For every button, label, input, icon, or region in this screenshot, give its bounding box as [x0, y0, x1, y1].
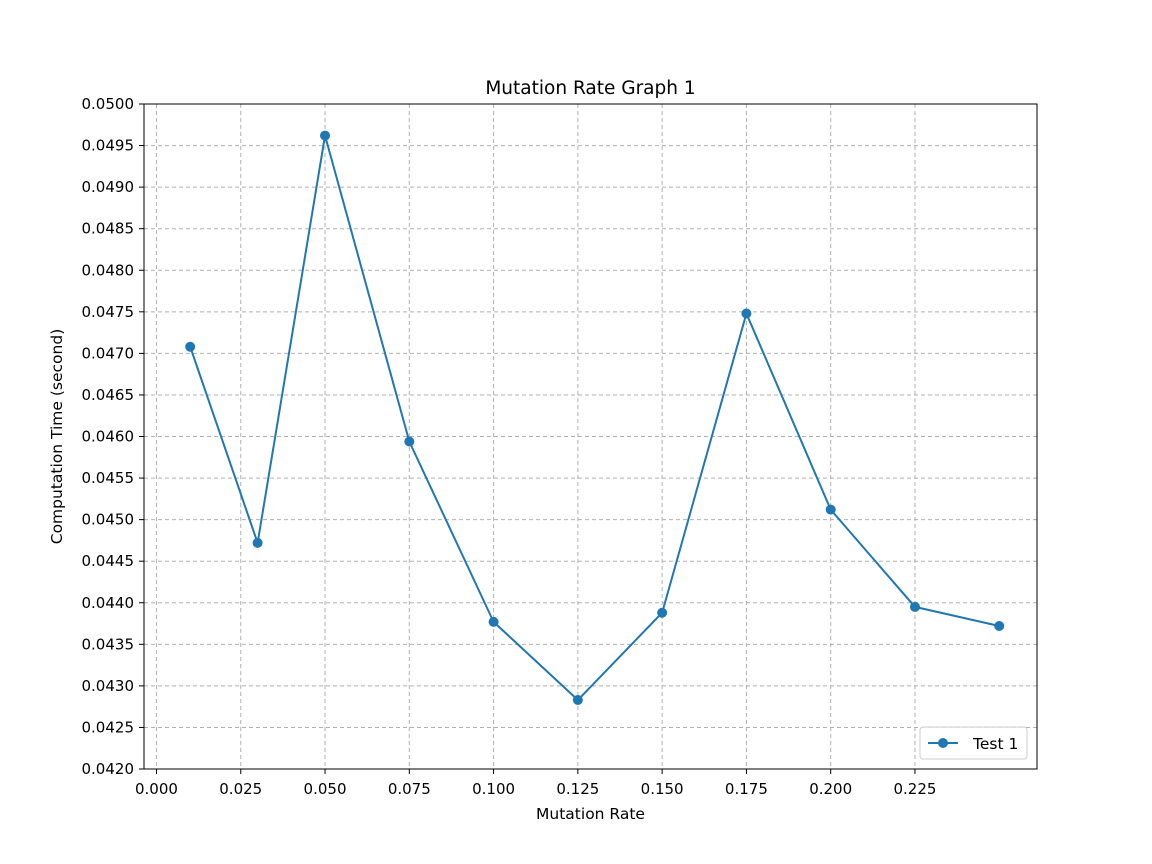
x-tick-label: 0.050 — [304, 780, 347, 798]
y-tick-label: 0.0460 — [82, 428, 135, 446]
y-tick-label: 0.0480 — [82, 261, 135, 279]
data-point — [572, 695, 583, 706]
legend: Test 1 — [919, 726, 1028, 760]
y-axis: 0.0420 0.0425 0.0430 0.0435 0.0440 0.0445 0.04… — [82, 95, 144, 778]
series-layer — [185, 130, 1005, 706]
y-tick-label: 0.0475 — [82, 303, 135, 321]
y-axis-label: Computation Time (second) — [48, 329, 66, 545]
legend-box — [919, 726, 1028, 760]
data-point — [404, 436, 415, 447]
y-tick-label: 0.0440 — [82, 594, 135, 612]
x-tick-label: 0.200 — [809, 780, 852, 798]
data-point — [825, 504, 836, 515]
y-tick-label: 0.0465 — [82, 386, 135, 404]
data-point — [488, 616, 499, 627]
y-tick-label: 0.0435 — [82, 635, 135, 653]
data-point — [657, 607, 668, 618]
data-point — [994, 621, 1005, 632]
chart-title: Mutation Rate Graph 1 — [485, 78, 695, 99]
legend-label: Test 1 — [972, 735, 1018, 753]
data-point — [185, 341, 196, 352]
y-tick-label: 0.0445 — [82, 552, 135, 570]
y-tick-label: 0.0425 — [82, 718, 135, 736]
x-tick-label: 0.125 — [556, 780, 599, 798]
y-tick-label: 0.0455 — [82, 469, 135, 487]
y-tick-label: 0.0420 — [82, 760, 135, 778]
x-axis-label: Mutation Rate — [536, 805, 645, 823]
x-tick-label: 0.225 — [893, 780, 936, 798]
y-tick-label: 0.0450 — [82, 511, 135, 529]
x-tick-label: 0.075 — [388, 780, 431, 798]
y-tick-label: 0.0500 — [82, 95, 135, 113]
y-tick-label: 0.0495 — [82, 137, 135, 155]
y-tick-label: 0.0490 — [82, 178, 135, 196]
x-tick-label: 0.175 — [725, 780, 768, 798]
x-tick-label: 0.150 — [641, 780, 684, 798]
data-point — [252, 537, 263, 548]
y-tick-label: 0.0485 — [82, 220, 135, 238]
x-tick-label: 0.025 — [219, 780, 262, 798]
data-point — [909, 601, 920, 612]
data-point — [320, 130, 331, 141]
y-tick-label: 0.0470 — [82, 344, 135, 362]
x-axis: 0.000 0.025 0.050 0.075 0.100 0.125 0.150 0.175… — [135, 769, 936, 798]
x-tick-label: 0.000 — [135, 780, 178, 798]
y-tick-label: 0.0430 — [82, 677, 135, 695]
x-tick-label: 0.100 — [472, 780, 515, 798]
data-point — [741, 308, 752, 319]
legend-marker — [938, 738, 948, 748]
